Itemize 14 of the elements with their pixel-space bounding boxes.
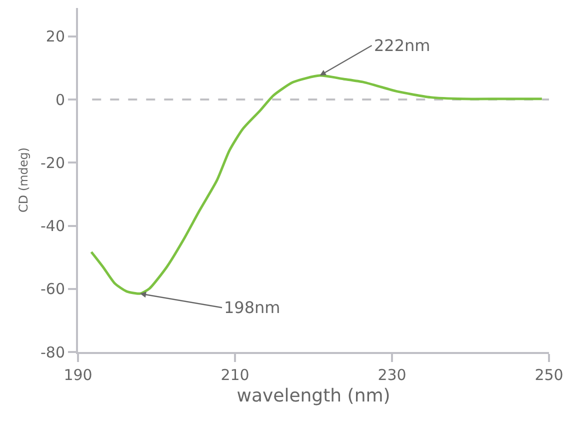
annotation: 198nm: [224, 298, 280, 317]
y-tick-label: -40: [40, 217, 65, 236]
x-axis-title: wavelength (nm): [236, 386, 390, 407]
y-tick-label: -20: [40, 154, 65, 172]
y-tick-label: -80: [40, 343, 65, 362]
x-tick-label: 250: [534, 366, 564, 384]
x-tick-label: 190: [64, 366, 92, 384]
y-tick-label: 0: [55, 90, 65, 109]
x-tick-label: 210: [220, 366, 250, 384]
y-tick-label: 20: [46, 28, 65, 46]
annotation: 222nm: [374, 36, 430, 55]
y-tick-label: -60: [40, 280, 65, 298]
y-axis-title: CD (mdeg): [16, 147, 30, 213]
x-tick-label: 230: [378, 366, 406, 384]
